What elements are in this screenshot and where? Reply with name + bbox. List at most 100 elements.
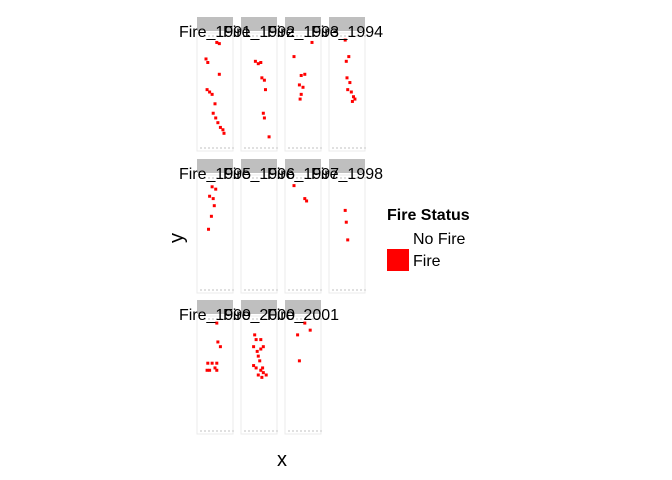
axis-tick (296, 147, 298, 149)
axis-tick (356, 35, 358, 37)
fire-cell (256, 373, 260, 377)
axis-tick (256, 35, 258, 37)
axis-tick (356, 147, 358, 149)
axis-tick (276, 177, 278, 179)
fire-cell (210, 92, 214, 96)
axis-tick (276, 35, 278, 37)
fire-cell (292, 55, 296, 59)
fire-cell (298, 97, 302, 101)
axis-tick (216, 430, 218, 432)
axis-tick (332, 177, 334, 179)
axis-tick (204, 318, 206, 320)
fire-cell (217, 72, 221, 76)
fire-cell (258, 359, 262, 363)
axis-tick (260, 147, 262, 149)
axis-tick (320, 430, 322, 432)
axis-tick (248, 289, 250, 291)
axis-tick (268, 147, 270, 149)
axis-tick (264, 177, 266, 179)
axis-tick (296, 177, 298, 179)
axis-tick (256, 147, 258, 149)
axis-tick (360, 289, 362, 291)
fire-cell (207, 227, 211, 231)
axis-tick (268, 318, 270, 320)
axis-tick (292, 35, 294, 37)
axis-tick (360, 35, 362, 37)
axis-tick (344, 177, 346, 179)
axis-tick (268, 430, 270, 432)
axis-tick (276, 147, 278, 149)
axis-tick (204, 289, 206, 291)
facet-strip (241, 159, 277, 173)
axis-tick (320, 289, 322, 291)
fire-cell (299, 73, 303, 77)
axis-tick (364, 147, 366, 149)
axis-tick (288, 430, 290, 432)
facet-panel (196, 159, 234, 294)
axis-tick (228, 430, 230, 432)
axis-tick (268, 35, 270, 37)
axis-tick (212, 318, 214, 320)
axis-tick (252, 147, 254, 149)
axis-tick (248, 35, 250, 37)
axis-tick (220, 289, 222, 291)
axis-tick (260, 318, 262, 320)
axis-tick (252, 289, 254, 291)
fire-cell (256, 354, 260, 358)
fire-cell (343, 38, 347, 42)
axis-tick (344, 289, 346, 291)
axis-tick (220, 318, 222, 320)
fire-cell (253, 59, 257, 63)
fire-cell (259, 338, 263, 342)
axis-tick (292, 318, 294, 320)
axis-tick (248, 147, 250, 149)
fire-cell (259, 347, 263, 351)
facet-title: Fire_1992 (223, 24, 295, 41)
axis-tick (252, 35, 254, 37)
fire-cell (210, 185, 214, 189)
facet-plot-area (328, 32, 366, 152)
axis-tick (292, 289, 294, 291)
fire-cell (213, 366, 217, 370)
facet-title: Fire_1995 (179, 166, 251, 183)
axis-tick (296, 289, 298, 291)
axis-tick (244, 430, 246, 432)
axis-tick (256, 177, 258, 179)
fire-cell (215, 321, 219, 325)
axis-tick (356, 177, 358, 179)
facet-plot-area (196, 174, 234, 294)
facet-plot-area (240, 32, 278, 152)
axis-tick (352, 35, 354, 37)
axis-tick (308, 35, 310, 37)
axis-tick (200, 318, 202, 320)
axis-tick (304, 318, 306, 320)
fire-cell (218, 125, 222, 129)
facet-plot-area (284, 315, 322, 435)
fire-cell (218, 345, 222, 349)
axis-tick (348, 177, 350, 179)
fire-cell (211, 197, 215, 201)
axis-tick (360, 177, 362, 179)
facet-title: Fire_1996 (223, 166, 295, 183)
axis-tick (252, 430, 254, 432)
axis-tick (316, 35, 318, 37)
facet-panel (284, 17, 322, 152)
axis-tick (204, 430, 206, 432)
axis-tick (364, 177, 366, 179)
axis-tick (336, 147, 338, 149)
fire-cell (215, 40, 219, 44)
facet-panel (196, 17, 234, 152)
axis-tick (332, 35, 334, 37)
fire-cell (344, 220, 348, 224)
axis-tick (308, 147, 310, 149)
fire-cell (353, 97, 357, 101)
facet-plot-area (284, 32, 322, 152)
axis-tick (252, 318, 254, 320)
axis-tick (264, 147, 266, 149)
fire-cell (344, 59, 348, 63)
fire-cell (297, 83, 301, 87)
axis-tick (364, 289, 366, 291)
axis-tick (232, 35, 234, 37)
fire-cell (254, 338, 258, 342)
